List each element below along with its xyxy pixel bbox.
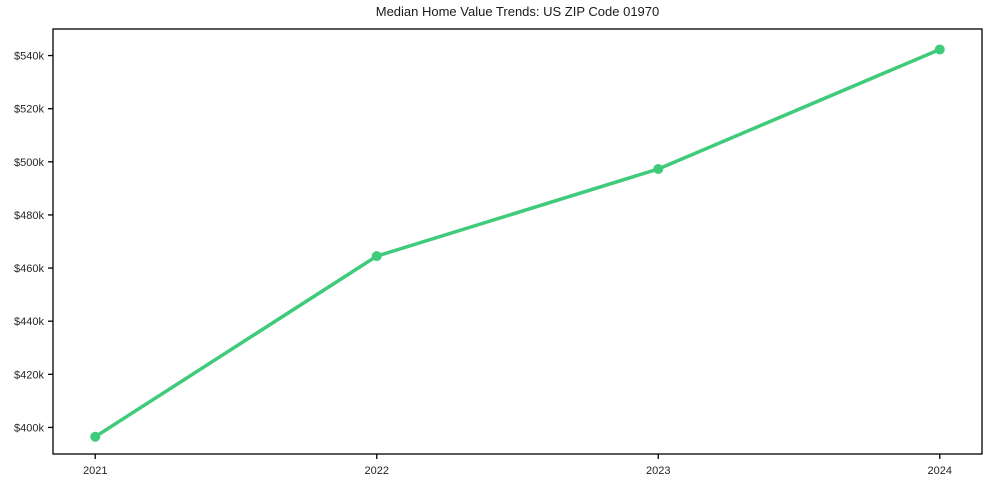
x-tick-label: 2021 <box>83 465 107 477</box>
x-tick-label: 2022 <box>365 465 389 477</box>
y-tick-label: $460k <box>14 263 44 275</box>
data-point <box>371 251 382 262</box>
x-tick-label: 2024 <box>928 465 952 477</box>
chart-title: Median Home Value Trends: US ZIP Code 01… <box>375 4 660 19</box>
plot-border <box>52 28 983 455</box>
y-tick-label: $520k <box>14 104 44 116</box>
y-tick-label: $440k <box>14 316 44 328</box>
y-tick-label: $480k <box>14 210 44 222</box>
data-point <box>90 431 101 442</box>
y-tick-label: $400k <box>14 422 44 434</box>
y-tick-label: $420k <box>14 369 44 381</box>
data-point <box>934 44 945 55</box>
x-tick-label: 2023 <box>646 465 670 477</box>
series-line <box>93 47 942 439</box>
y-tick-label: $500k <box>14 157 44 169</box>
y-tick-label: $540k <box>14 51 44 63</box>
data-point <box>653 163 664 174</box>
